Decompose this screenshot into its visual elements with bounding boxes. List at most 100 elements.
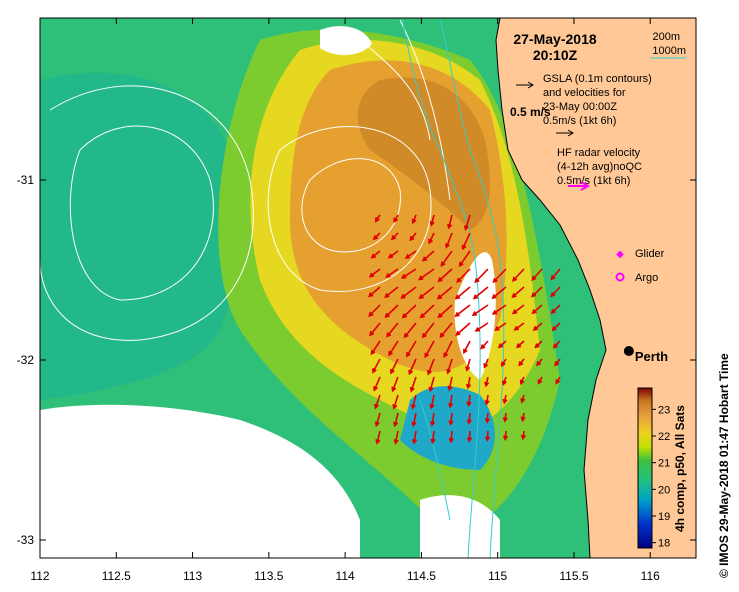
sst-cool-tongue [400, 386, 495, 470]
hf-radar-vector [403, 322, 417, 339]
hf-radar-vector [370, 250, 381, 259]
hf-radar-vector [410, 394, 417, 410]
hf-radar-vector [447, 376, 453, 392]
hf-radar-vector [372, 358, 381, 374]
hf-radar-vector [501, 376, 507, 386]
hf-radar-vector [531, 304, 543, 315]
hf-radar-vector [374, 394, 381, 410]
hf-radar-vector [455, 322, 471, 336]
hf-radar-vector [530, 286, 543, 298]
hf-radar-vector [392, 394, 399, 410]
hf-radar-vector [515, 340, 525, 349]
hf-radar-vector [458, 250, 471, 268]
credit-text: © IMOS 29-May-2018 01:47 Hobart Time [717, 353, 731, 578]
hf-radar-vector [411, 214, 417, 225]
hf-radar-vector [454, 286, 471, 300]
colorbar-tick-label: 22 [658, 431, 670, 443]
hf-radar-vector [519, 376, 525, 386]
hf-radar-vector [400, 286, 417, 299]
hf-radar-vector [411, 412, 417, 428]
y-tick-label: -32 [17, 353, 35, 367]
glider-label: Glider [635, 248, 665, 260]
bathymetry-contours [401, 18, 505, 558]
hf-radar-vector [428, 376, 435, 393]
hf-radar-vector [437, 304, 453, 319]
x-axis-ticks: 112 112.5 113 113.5 114 114.5 115 115.5 116 [30, 18, 660, 583]
x-tick-label: 114.5 [407, 569, 436, 583]
hf-radar-vector [384, 304, 399, 319]
hf-radar-vector [537, 376, 543, 385]
hf-legend-arrow [568, 181, 591, 191]
argo-label: Argo [635, 272, 658, 284]
hf-radar-vector [384, 286, 399, 299]
hf-radar-vector [437, 268, 453, 283]
glider-marker: ◆ [616, 249, 624, 260]
hf-radar-vector [465, 358, 471, 372]
colorbar-tick-label: 23 [658, 404, 670, 416]
hf-legend-line3: 0.5m/s (1kt 6h) [557, 175, 630, 187]
hf-radar-vector [484, 394, 490, 406]
hf-radar-vector [387, 250, 399, 259]
hf-radar-vector [443, 340, 453, 359]
hf-radar-vector [456, 268, 471, 284]
perth-marker [623, 346, 634, 356]
hf-radar-vector [368, 304, 381, 318]
hf-radar-vector [429, 412, 436, 427]
hf-radar-vector [454, 304, 471, 317]
hf-radar-vector [374, 214, 381, 223]
hf-radar-vector [465, 376, 472, 390]
hf-radar-vector [418, 286, 435, 300]
gsla-legend-line1: GSLA (0.1m contours) [543, 73, 652, 85]
hf-radar-vector [536, 358, 543, 367]
hf-radar-vector [390, 358, 399, 375]
hf-radar-vector [445, 232, 453, 249]
hf-radar-vector [386, 322, 399, 338]
hf-radar-vector [373, 376, 381, 392]
hf-radar-vector [439, 322, 453, 339]
hf-radar-vector [369, 322, 381, 337]
hf-radar-vector [404, 250, 417, 259]
hf-radar-vector [480, 340, 489, 350]
hf-radar-vector [555, 376, 561, 385]
hf-radar-vector [428, 232, 435, 245]
x-tick-label: 113.5 [254, 569, 283, 583]
hf-radar-vector [513, 322, 525, 331]
hf-radar-vector [368, 268, 381, 278]
hf-radar-vector [401, 304, 417, 319]
gsla-legend-arrow-1 [516, 81, 534, 89]
hf-radar-vector [440, 250, 453, 267]
hf-radar-vector [421, 322, 435, 339]
gsla-legend-arrow-2 [556, 129, 574, 137]
x-tick-label: 112.5 [102, 569, 131, 583]
hf-radar-vector [551, 322, 561, 332]
plot-area [40, 18, 696, 558]
cloud-mask-north-gap [320, 26, 372, 56]
hf-radar-vector [409, 232, 417, 242]
hf-radar-vector [492, 268, 507, 284]
hf-radar-vector [424, 340, 435, 359]
hf-radar-vector [511, 304, 525, 315]
hf-radar-vector [430, 430, 436, 445]
hf-radar-vector [391, 376, 399, 393]
x-tick-label: 116 [641, 569, 660, 583]
hf-radar-vector [370, 340, 381, 356]
hf-radar-vector [552, 340, 561, 349]
argo-marker [615, 272, 625, 282]
bathy-contour-200: 200m [652, 31, 680, 43]
hf-radar-vector [520, 412, 526, 423]
gsla-legend-line3: 23-May 00:00Z [543, 101, 617, 113]
hf-radar-vector [393, 412, 399, 428]
hf-radar-vector [466, 394, 472, 408]
hf-radar-vector [532, 322, 543, 331]
hf-radar-vector [534, 340, 543, 349]
hf-radar-vector [417, 268, 435, 281]
hf-radar-vector [461, 232, 471, 251]
hf-radar-vector [494, 322, 507, 331]
x-tick-label: 112 [30, 569, 49, 583]
hf-radar-vector [500, 358, 507, 368]
y-axis-ticks: -31 -32 -33 [17, 173, 696, 547]
x-tick-label: 115 [488, 569, 507, 583]
hf-radar-vector [471, 304, 489, 317]
hf-radar-vector [484, 430, 491, 442]
